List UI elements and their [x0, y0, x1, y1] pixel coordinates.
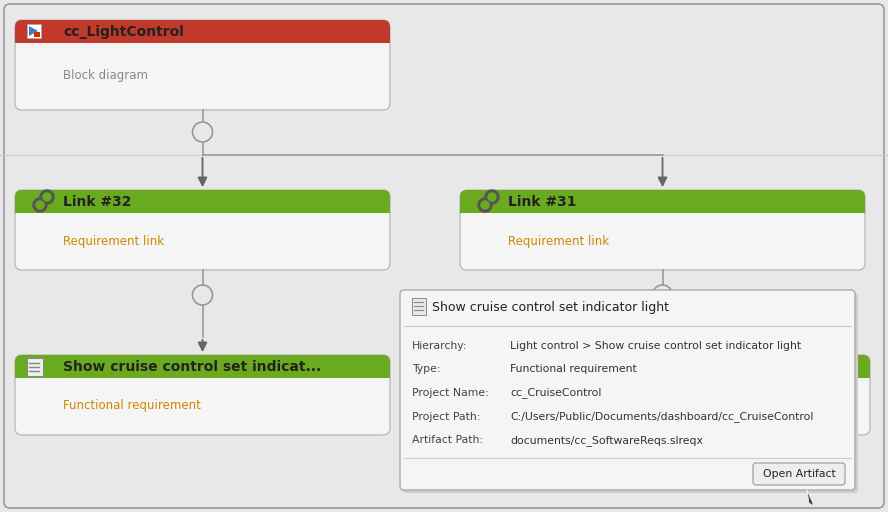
Text: cc_CruiseControl: cc_CruiseControl — [510, 388, 601, 398]
Polygon shape — [40, 190, 54, 204]
FancyBboxPatch shape — [15, 190, 390, 212]
Bar — [15, 201, 390, 213]
Polygon shape — [485, 190, 499, 204]
FancyBboxPatch shape — [15, 20, 390, 42]
Polygon shape — [33, 198, 47, 212]
Text: Block diagram: Block diagram — [63, 70, 148, 82]
Text: Functional requirement: Functional requirement — [63, 399, 201, 413]
Text: Type:: Type: — [412, 365, 440, 374]
Text: Link #31: Link #31 — [508, 195, 576, 209]
FancyBboxPatch shape — [15, 355, 390, 435]
Text: Open Artifact: Open Artifact — [763, 469, 836, 479]
FancyBboxPatch shape — [400, 290, 855, 490]
Bar — [412, 298, 426, 315]
FancyBboxPatch shape — [753, 463, 845, 485]
FancyBboxPatch shape — [15, 20, 390, 110]
Bar — [15, 31, 390, 43]
Text: Light control > Show cruise control set indicator light: Light control > Show cruise control set … — [510, 341, 801, 351]
Polygon shape — [488, 193, 496, 201]
Text: Project Name:: Project Name: — [412, 388, 488, 398]
Text: Link #32: Link #32 — [63, 195, 131, 209]
Text: Requirement link: Requirement link — [63, 234, 164, 247]
FancyBboxPatch shape — [460, 190, 865, 270]
Text: Project Path:: Project Path: — [412, 412, 480, 421]
Bar — [27, 358, 43, 376]
Bar — [27, 24, 41, 38]
Text: en ...: en ... — [780, 360, 820, 374]
Polygon shape — [43, 193, 51, 201]
Polygon shape — [29, 26, 38, 36]
Text: Hierarchy:: Hierarchy: — [412, 341, 467, 351]
Bar — [34, 32, 40, 37]
Text: Functional requirement: Functional requirement — [510, 365, 637, 374]
Polygon shape — [36, 201, 44, 209]
Text: cc_LightControl: cc_LightControl — [63, 25, 184, 39]
Text: Show cruise control set indicat...: Show cruise control set indicat... — [63, 360, 321, 374]
Text: Show cruise control set indicator light: Show cruise control set indicator light — [432, 302, 669, 314]
FancyBboxPatch shape — [15, 355, 390, 377]
FancyBboxPatch shape — [770, 355, 870, 435]
Text: C:/Users/Public/Documents/dashboard/cc_CruiseControl: C:/Users/Public/Documents/dashboard/cc_C… — [510, 411, 813, 422]
Polygon shape — [807, 490, 814, 506]
Bar — [15, 366, 390, 378]
Text: Artifact Path:: Artifact Path: — [412, 435, 483, 445]
FancyBboxPatch shape — [770, 355, 870, 377]
FancyBboxPatch shape — [403, 293, 858, 493]
Polygon shape — [478, 198, 492, 212]
FancyBboxPatch shape — [15, 190, 390, 270]
Text: Requirement link: Requirement link — [508, 234, 609, 247]
Bar — [460, 201, 865, 213]
Bar — [770, 366, 870, 378]
FancyBboxPatch shape — [460, 190, 865, 212]
Text: documents/cc_SoftwareReqs.slreqx: documents/cc_SoftwareReqs.slreqx — [510, 435, 703, 445]
Polygon shape — [481, 201, 489, 209]
